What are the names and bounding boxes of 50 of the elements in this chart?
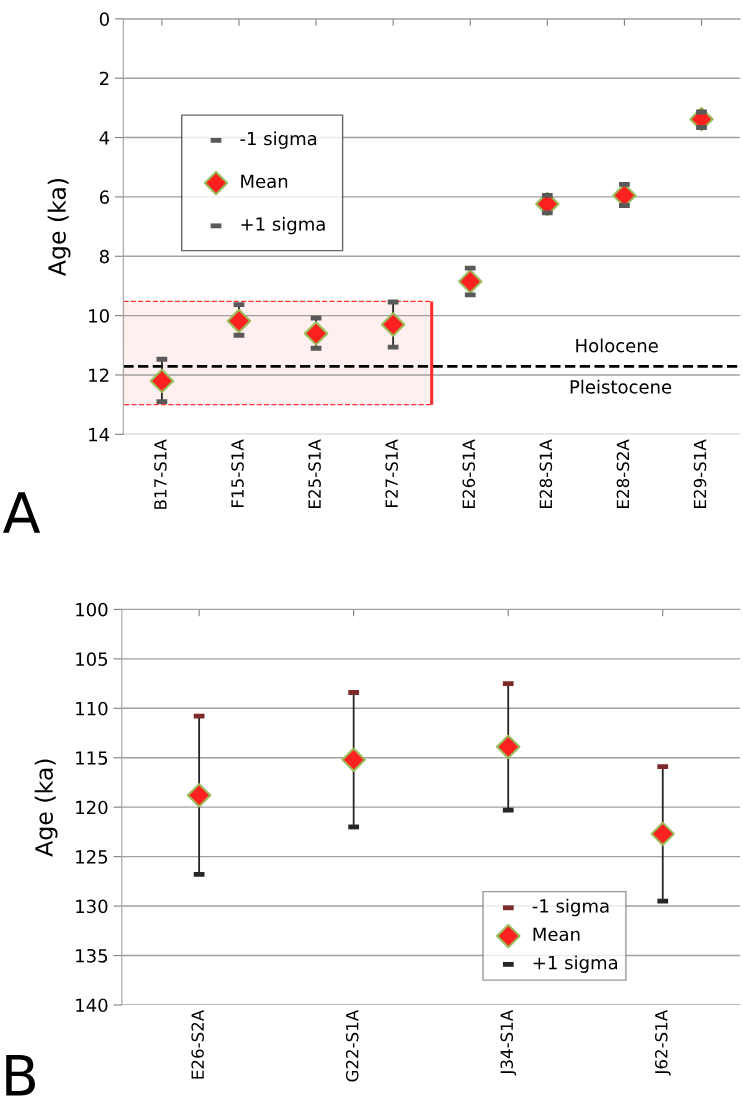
point bbox=[226, 308, 252, 334]
x-tick-label: E25-S1A bbox=[308, 439, 321, 508]
y-tick-label: 8 bbox=[99, 249, 109, 264]
y-tick-label: 120 bbox=[76, 800, 108, 815]
point bbox=[186, 783, 212, 808]
y-tick-label: 110 bbox=[76, 701, 108, 716]
y-tick-label: 6 bbox=[99, 190, 110, 205]
legend-label: Mean bbox=[241, 174, 288, 189]
legend-label: Mean bbox=[533, 927, 580, 942]
x-tick-label: E28-S2A bbox=[616, 439, 630, 508]
x-tick-label: J62-S1A bbox=[654, 1009, 671, 1076]
x-tick-label: B17-S1A bbox=[154, 439, 167, 509]
y-tick-label: 115 bbox=[76, 751, 108, 765]
point bbox=[380, 312, 406, 337]
legend-label: -1 sigma bbox=[240, 131, 317, 149]
point bbox=[495, 734, 521, 760]
legend-label: -1 sigma bbox=[532, 898, 609, 917]
x-tick-label: E29-S1A bbox=[693, 439, 707, 508]
y-tick-label: 140 bbox=[76, 998, 108, 1013]
y-tick-label: 130 bbox=[76, 899, 108, 914]
y-tick-label: 14 bbox=[89, 428, 110, 442]
x-tick-label: J34-S1A bbox=[500, 1009, 517, 1076]
x-tick-label: E26-S2A bbox=[191, 1009, 204, 1079]
y-tick-label: 0 bbox=[99, 12, 109, 26]
text: A bbox=[3, 492, 41, 533]
x-tick-label: G22-S1A bbox=[345, 1009, 359, 1082]
point bbox=[457, 269, 483, 294]
y-tick-label: 135 bbox=[76, 948, 108, 963]
y-axis-title: Age (ka) bbox=[34, 759, 58, 857]
x-tick-label: F15-S1A bbox=[231, 439, 244, 507]
y-tick-label: 105 bbox=[76, 652, 108, 666]
y-tick-label: 125 bbox=[76, 850, 108, 864]
y-tick-label: 10 bbox=[89, 309, 109, 323]
y-tick-label: 100 bbox=[76, 602, 108, 617]
y-tick-label: 4 bbox=[99, 131, 110, 145]
y-tick-label: 2 bbox=[99, 71, 109, 86]
x-tick-label: F27-S1A bbox=[385, 439, 398, 507]
text: B bbox=[6, 1054, 35, 1096]
x-tick-label: E26-S1A bbox=[462, 439, 476, 508]
point bbox=[650, 821, 675, 847]
annotation: Holocene bbox=[576, 338, 658, 353]
x-tick-label: E28-S1A bbox=[539, 439, 553, 508]
legend-label: +1 sigma bbox=[533, 955, 618, 973]
y-axis-title: Age (ka) bbox=[47, 178, 71, 277]
point bbox=[341, 747, 366, 772]
legend-label: +1 sigma bbox=[241, 216, 325, 235]
point bbox=[149, 368, 175, 394]
y-tick-label: 12 bbox=[89, 368, 109, 382]
annotation: Pleistocene bbox=[570, 379, 672, 394]
point bbox=[303, 321, 329, 346]
